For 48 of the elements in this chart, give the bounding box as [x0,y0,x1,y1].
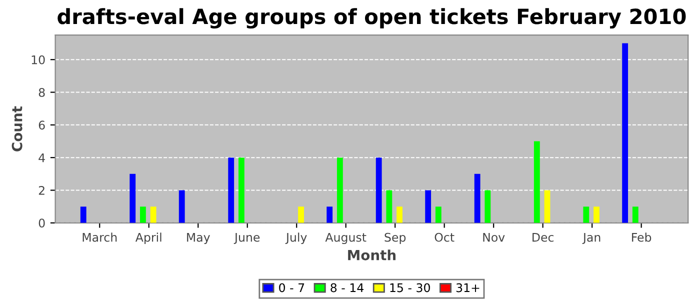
bar [298,206,304,223]
bar [622,43,628,223]
bar [376,158,382,223]
x-tick-label: June [234,232,260,244]
x-axis-title: Month [348,250,396,260]
bar [583,206,590,223]
x-tick-label: April [135,232,162,244]
bar [544,190,550,223]
bar [594,206,600,223]
bar [178,190,185,223]
bar [484,190,491,223]
y-tick-label: 4 [38,153,45,162]
bar [80,206,86,223]
legend-label: 31+ [456,283,480,292]
x-tick-label: Nov [483,232,505,242]
legend-label: 15 - 30 [390,283,430,292]
x-tick-label: Sep [384,232,406,244]
bar [396,206,402,223]
y-tick-label: 0 [38,218,45,228]
x-tick-label: Jan [582,232,600,244]
bar [435,206,442,223]
bar [140,206,146,223]
bar [425,190,432,223]
bar [150,206,156,223]
bar [474,174,480,223]
chart-title: drafts-eval Age groups of open tickets February 2010 [58,8,686,28]
y-tick-label: 2 [38,186,44,195]
x-tick-label: Oct [434,232,454,242]
bar [228,158,234,223]
legend-label: 0 - 7 [279,283,304,292]
x-tick-label: March [82,232,117,242]
x-tick-label: July [285,232,307,244]
y-tick-label: 8 [38,88,45,97]
bar [386,190,392,223]
y-tick-label: 6 [38,120,45,130]
x-tick-label: August [325,232,366,244]
x-tick-label: May [187,232,210,244]
bar [632,206,638,223]
bar [534,141,540,223]
x-tick-label: Dec [532,232,554,242]
x-tick-label: Feb [632,232,652,242]
bar [130,174,136,223]
legend-label: 8 - 14 [330,283,364,292]
bar [326,206,333,223]
bar [336,158,343,223]
bar [238,158,244,223]
y-tick-label: 10 [32,55,45,64]
y-axis-title: Count [12,106,22,152]
